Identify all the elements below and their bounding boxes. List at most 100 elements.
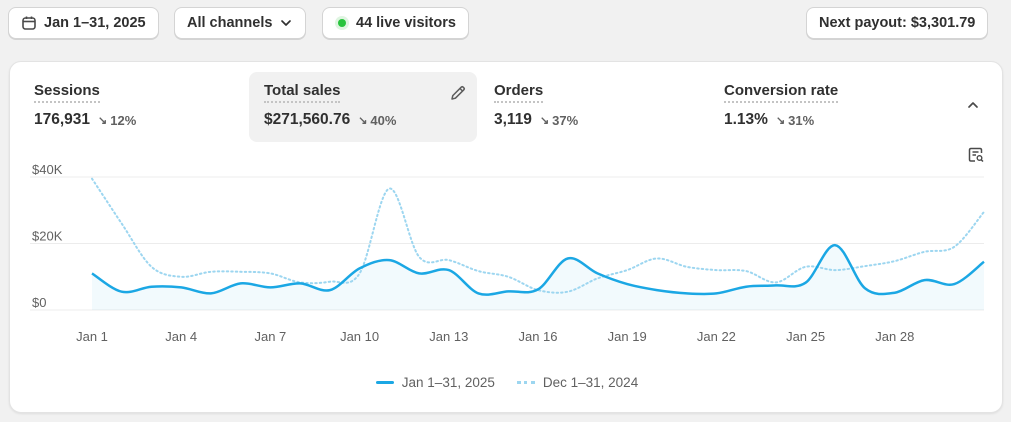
metric-change: ↘ 12%: [98, 113, 137, 128]
metric-sessions[interactable]: Sessions 176,931 ↘ 12%: [19, 72, 247, 142]
x-tick-label: Jan 25: [786, 329, 825, 344]
point-dec-2024: [773, 280, 778, 285]
point-dec-2024: [298, 280, 303, 285]
point-dec-2024: [595, 276, 600, 281]
point-jan-2025: [803, 280, 808, 285]
point-jan-2025: [922, 278, 927, 283]
metric-label: Total sales: [264, 82, 341, 103]
point-dec-2024: [892, 259, 897, 264]
metric-orders[interactable]: Orders 3,119 ↘ 37%: [479, 72, 707, 142]
y-tick-label: $20K: [32, 229, 63, 244]
metric-label: Sessions: [34, 82, 100, 103]
point-jan-2025: [387, 258, 392, 263]
point-jan-2025: [417, 271, 422, 276]
point-dec-2024: [744, 269, 749, 274]
pencil-icon[interactable]: [449, 84, 467, 107]
point-dec-2024: [268, 271, 273, 276]
sales-line-chart: $0 $20K $40K Jan 1 Jan 4 Jan 7 Jan 10 Jan 13 Jan…: [30, 162, 987, 344]
analytics-card: $0 $20K $40K Jan 1 Jan 4 Jan 7 Jan 10 Jan 13 Jan…: [9, 61, 1003, 413]
point-dec-2024: [327, 279, 332, 284]
date-range-label: Jan 1–31, 2025: [44, 15, 146, 31]
live-visitors-label: 44 live visitors: [356, 15, 456, 31]
point-jan-2025: [90, 271, 95, 276]
arrow-down-right-icon: ↘: [539, 115, 550, 127]
x-tick-label: Jan 13: [429, 329, 468, 344]
point-dec-2024: [119, 221, 124, 226]
metric-total-sales[interactable]: Total sales $271,560.76 ↘ 40%: [249, 72, 477, 142]
point-dec-2024: [833, 268, 838, 273]
point-jan-2025: [268, 285, 273, 290]
point-dec-2024: [863, 264, 868, 269]
live-status-icon: [335, 16, 349, 30]
point-jan-2025: [863, 286, 868, 291]
date-range-button[interactable]: Jan 1–31, 2025: [8, 7, 159, 39]
x-tick-label: Jan 22: [697, 329, 736, 344]
point-jan-2025: [892, 290, 897, 295]
metric-conversion-rate[interactable]: Conversion rate 1.13% ↘ 31%: [709, 72, 937, 142]
x-tick-label: Jan 16: [518, 329, 557, 344]
point-jan-2025: [476, 291, 481, 296]
point-dec-2024: [625, 268, 630, 273]
next-payout-button[interactable]: Next payout: $3,301.79: [806, 7, 989, 39]
point-jan-2025: [119, 289, 124, 294]
point-dec-2024: [803, 264, 808, 269]
point-jan-2025: [179, 285, 184, 290]
point-jan-2025: [565, 256, 570, 261]
legend-swatch-solid: [375, 381, 394, 384]
point-jan-2025: [149, 284, 154, 289]
arrow-down-right-icon: ↘: [775, 115, 786, 127]
point-jan-2025: [714, 291, 719, 296]
metric-label: Conversion rate: [724, 82, 839, 103]
y-tick-label: $0: [32, 295, 46, 310]
point-dec-2024: [179, 274, 184, 279]
point-jan-2025: [982, 259, 987, 264]
point-dec-2024: [476, 269, 481, 274]
point-jan-2025: [833, 243, 838, 248]
area-jan-2025: [92, 245, 984, 310]
channels-label: All channels: [187, 15, 273, 31]
chart-summary-icon[interactable]: [967, 146, 985, 169]
point-dec-2024: [506, 274, 511, 279]
arrow-down-right-icon: ↘: [98, 115, 108, 127]
x-tick-label: Jan 7: [254, 329, 286, 344]
point-jan-2025: [357, 266, 362, 271]
x-tick-label: Jan 1: [76, 329, 108, 344]
arrow-down-right-icon: ↘: [358, 115, 368, 127]
point-dec-2024: [536, 288, 541, 293]
point-jan-2025: [684, 291, 689, 296]
legend-item-previous[interactable]: Dec 1–31, 2024: [516, 375, 638, 390]
channels-dropdown[interactable]: All channels: [174, 7, 307, 39]
point-dec-2024: [952, 244, 957, 249]
point-dec-2024: [149, 264, 154, 269]
x-tick-label: Jan 4: [165, 329, 197, 344]
chart-legend: Jan 1–31, 2025 Dec 1–31, 2024: [10, 375, 1004, 390]
point-dec-2024: [565, 289, 570, 294]
point-jan-2025: [952, 282, 957, 287]
point-dec-2024: [90, 176, 95, 181]
calendar-icon: [21, 15, 37, 31]
metric-value: $271,560.76: [264, 111, 351, 128]
point-jan-2025: [238, 281, 243, 286]
point-dec-2024: [446, 258, 451, 263]
point-dec-2024: [357, 271, 362, 276]
y-tick-label: $40K: [32, 162, 63, 177]
x-tick-label: Jan 10: [340, 329, 379, 344]
point-dec-2024: [208, 269, 213, 274]
point-jan-2025: [506, 289, 511, 294]
metric-value: 3,119: [494, 111, 532, 128]
point-dec-2024: [417, 254, 422, 259]
live-visitors-button[interactable]: 44 live visitors: [322, 7, 469, 39]
point-dec-2024: [654, 256, 659, 261]
point-jan-2025: [327, 288, 332, 293]
point-dec-2024: [238, 269, 243, 274]
series-line-dec-2024: [91, 177, 985, 294]
series-line-jan-2025: [91, 243, 985, 296]
point-dec-2024: [387, 186, 392, 191]
legend-swatch-dotted: [516, 381, 535, 384]
point-jan-2025: [744, 284, 749, 289]
point-dec-2024: [714, 268, 719, 273]
legend-item-current[interactable]: Jan 1–31, 2025: [375, 375, 495, 390]
chevron-up-icon[interactable]: [966, 98, 980, 117]
chevron-down-icon: [279, 16, 293, 30]
metric-change: ↘ 31%: [775, 113, 815, 128]
